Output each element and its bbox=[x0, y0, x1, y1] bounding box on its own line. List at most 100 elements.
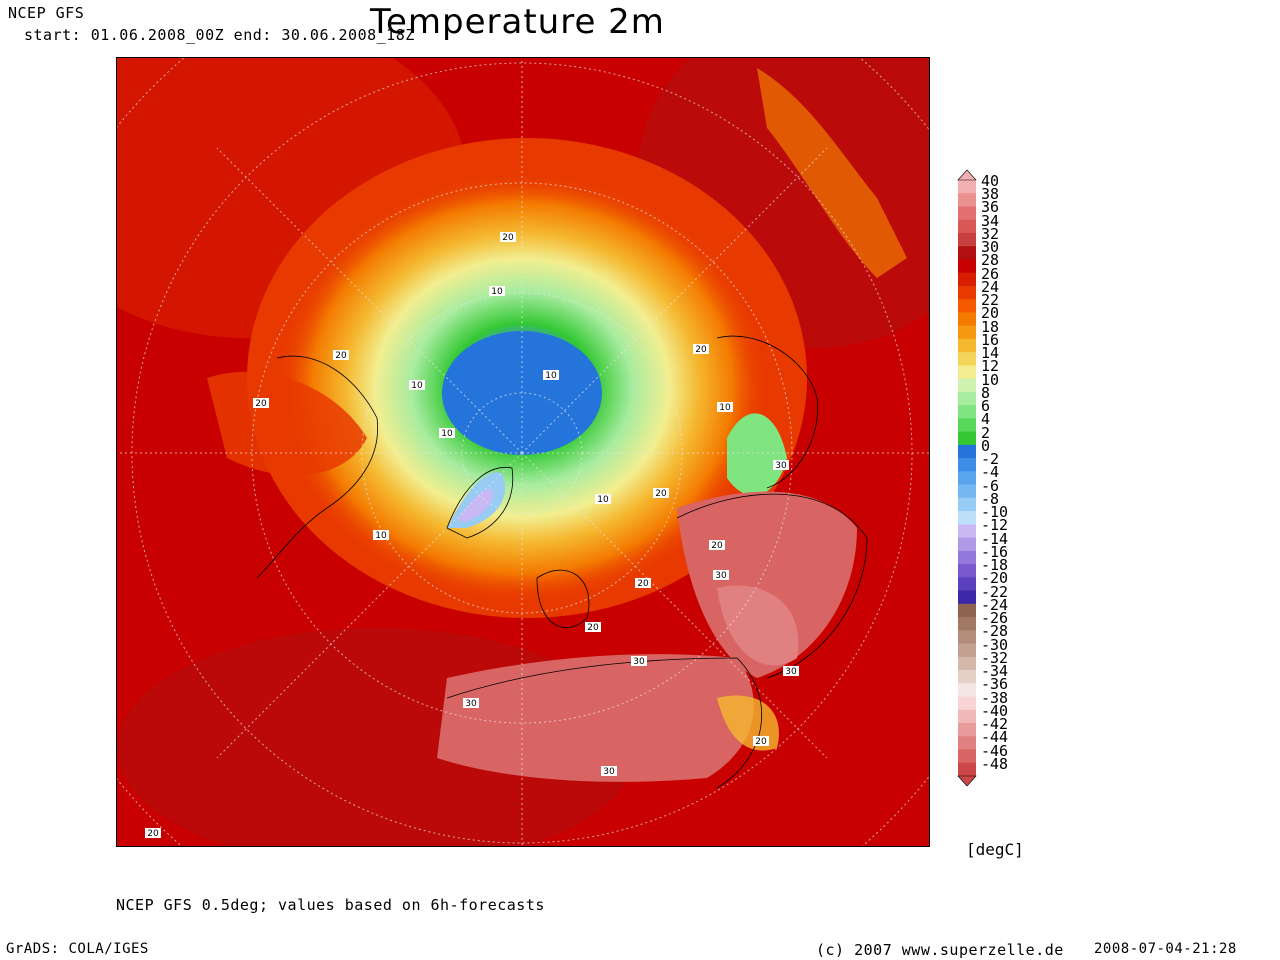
legend-swatch bbox=[958, 458, 976, 472]
legend-swatch bbox=[958, 206, 976, 221]
legend-label: 2 bbox=[981, 423, 991, 442]
legend-swatch bbox=[958, 670, 976, 684]
temperature-map: 20 10 20 20 10 10 10 20 10 10 20 10 30 2… bbox=[116, 57, 930, 847]
legend-label: -40 bbox=[981, 701, 1009, 720]
legend-swatch bbox=[958, 590, 976, 605]
legend-arrow-bottom bbox=[957, 775, 977, 787]
legend-label: -34 bbox=[981, 662, 1009, 681]
legend-swatch bbox=[958, 564, 976, 578]
page-title: Temperature 2m bbox=[370, 2, 665, 42]
model-name: NCEP GFS bbox=[8, 4, 85, 22]
legend-swatch bbox=[958, 683, 976, 698]
legend-swatch bbox=[958, 537, 976, 552]
legend-swatch bbox=[958, 656, 976, 671]
contour-label: 20 bbox=[255, 399, 267, 409]
contour-label: 30 bbox=[785, 667, 797, 677]
legend-label: -8 bbox=[981, 489, 1000, 508]
contour-label: 20 bbox=[711, 541, 723, 551]
legend-label: 30 bbox=[981, 238, 1000, 257]
coastal-warm-east bbox=[757, 68, 907, 278]
contour-label: 20 bbox=[147, 829, 159, 839]
legend-swatch bbox=[958, 338, 976, 353]
legend-label: 34 bbox=[981, 211, 1000, 230]
legend-swatch bbox=[958, 484, 976, 499]
legend-label: -18 bbox=[981, 556, 1009, 575]
legend-swatch bbox=[958, 577, 976, 592]
legend-label: 18 bbox=[981, 317, 1000, 336]
contour-label: 10 bbox=[441, 429, 453, 439]
legend-label: 28 bbox=[981, 251, 1000, 270]
legend-label: -24 bbox=[981, 595, 1009, 614]
legend-swatch bbox=[958, 444, 976, 459]
contour-label: 30 bbox=[715, 571, 727, 581]
legend-label: 38 bbox=[981, 185, 1000, 204]
contour-label: 10 bbox=[719, 403, 731, 413]
legend-swatch bbox=[958, 471, 976, 486]
legend-swatch bbox=[958, 418, 976, 433]
contour-label: 30 bbox=[603, 767, 615, 777]
legend-swatch bbox=[958, 709, 976, 724]
legend-label: -10 bbox=[981, 503, 1009, 522]
legend-label: -20 bbox=[981, 569, 1009, 588]
legend-swatch bbox=[958, 524, 976, 539]
contour-label: 10 bbox=[491, 287, 503, 297]
north-america-warm bbox=[207, 371, 367, 476]
legend-label: -22 bbox=[981, 582, 1009, 601]
legend-swatch bbox=[958, 259, 976, 274]
legend-swatch bbox=[958, 180, 976, 194]
legend-label: -26 bbox=[981, 609, 1009, 628]
contour-label: 20 bbox=[755, 737, 767, 747]
legend-swatch bbox=[958, 272, 976, 287]
hot-zone-inner bbox=[717, 585, 799, 666]
coastlines bbox=[256, 335, 868, 789]
contour-label: 30 bbox=[775, 461, 787, 471]
contour-label: 10 bbox=[545, 371, 557, 381]
legend-swatch bbox=[958, 749, 976, 764]
contour-label: 10 bbox=[375, 531, 387, 541]
hot-zone-sahara bbox=[437, 654, 754, 782]
legend-swatch bbox=[958, 723, 976, 737]
contour-label: 20 bbox=[502, 233, 514, 243]
legend-swatch bbox=[958, 762, 976, 777]
legend-unit: [degC] bbox=[966, 840, 1024, 859]
legend-label: -44 bbox=[981, 728, 1009, 747]
legend-swatch bbox=[958, 246, 976, 260]
legend-label: 6 bbox=[981, 397, 991, 416]
legend-label: 24 bbox=[981, 277, 1000, 296]
timestamp: 2008-07-04-21:28 bbox=[1094, 941, 1237, 957]
legend-label: -16 bbox=[981, 542, 1009, 561]
legend-swatch bbox=[958, 630, 976, 645]
legend-swatch bbox=[958, 643, 976, 658]
legend-label: 14 bbox=[981, 344, 1000, 363]
contour-label: 20 bbox=[587, 623, 599, 633]
legend-swatch bbox=[958, 736, 976, 751]
legend-swatch bbox=[958, 378, 976, 393]
contour-label: 30 bbox=[633, 657, 645, 667]
legend-label: -28 bbox=[981, 622, 1009, 641]
legend-swatch bbox=[958, 617, 976, 631]
contour-label: 10 bbox=[597, 495, 609, 505]
contour-label: 10 bbox=[411, 381, 423, 391]
legend-swatch bbox=[958, 550, 976, 565]
legend-label: -38 bbox=[981, 688, 1009, 707]
legend-label: 20 bbox=[981, 304, 1000, 323]
legend-swatch bbox=[958, 603, 976, 618]
legend-label: -30 bbox=[981, 635, 1009, 654]
copyright: (c) 2007 www.superzelle.de bbox=[816, 941, 1064, 959]
legend-label: -48 bbox=[981, 754, 1009, 773]
legend-swatch bbox=[958, 497, 976, 512]
legend-label: 26 bbox=[981, 264, 1000, 283]
legend-swatch bbox=[958, 431, 976, 446]
legend-label: 8 bbox=[981, 383, 991, 402]
contour-label: 20 bbox=[637, 579, 649, 589]
contour-label: 20 bbox=[695, 345, 707, 355]
legend-swatch bbox=[958, 299, 976, 313]
legend-swatch bbox=[958, 696, 976, 711]
contour-label: 20 bbox=[655, 489, 667, 499]
footer-note: NCEP GFS 0.5deg; values based on 6h-fore… bbox=[116, 896, 545, 914]
legend-label: 36 bbox=[981, 198, 1000, 217]
color-legend bbox=[957, 169, 977, 787]
legend-swatch bbox=[958, 325, 976, 340]
legend-swatch bbox=[958, 391, 976, 406]
legend-label: -2 bbox=[981, 450, 1000, 469]
